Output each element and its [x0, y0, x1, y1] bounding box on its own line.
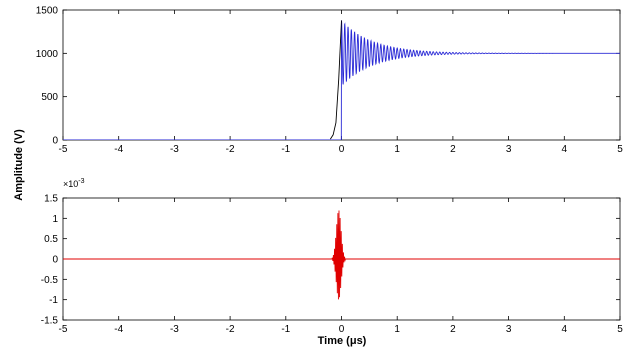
top-x-tick-label: -5: [59, 144, 68, 155]
top-y-tick-label: 500: [41, 92, 58, 103]
bottom-x-tick-label: -1: [281, 324, 290, 335]
top-y-axis-label: Amplitude (V): [13, 129, 25, 201]
bottom-x-tick-label: -3: [170, 324, 179, 335]
top-x-tick-label: 5: [617, 144, 623, 155]
bottom-x-tick-label: 4: [562, 324, 568, 335]
top-x-tick-label: 1: [394, 144, 400, 155]
bottom-series-line-0: [63, 210, 620, 300]
bottom-plot: -5 -4 -3 -2 -1 0 1 2 3 4 5 -1.5 -1 -0.5 0 0.5 1 1.5: [41, 194, 623, 336]
bottom-x-tick-label: 2: [450, 324, 456, 335]
top-x-tick-label: -2: [226, 144, 235, 155]
bottom-y-tick-label: 1.5: [44, 194, 58, 205]
top-y-tick-label: 1000: [36, 49, 59, 60]
bottom-x-tick-label: 0: [339, 324, 345, 335]
top-x-tick-label: 4: [562, 144, 568, 155]
bottom-y-tick-label: -1.5: [41, 316, 59, 327]
top-y-tick-label: 1500: [36, 6, 59, 17]
top-x-tick-label: 3: [506, 144, 512, 155]
top-x-tick-label: -1: [281, 144, 290, 155]
top-x-tick-label: -4: [114, 144, 123, 155]
top-plot: -5 -4 -3 -2 -1 0 1 2 3 4 5 0 500 1000 1500: [36, 6, 623, 156]
bottom-x-tick-label: 1: [394, 324, 400, 335]
top-y-tick-label: 0: [52, 136, 58, 147]
bottom-x-tick-label: -4: [114, 324, 123, 335]
bottom-x-tick-label: 3: [506, 324, 512, 335]
top-x-tick-label: -3: [170, 144, 179, 155]
bottom-y-tick-label: 1: [52, 214, 58, 225]
bottom-x-tick-label: -5: [59, 324, 68, 335]
bottom-x-tick-label: 5: [617, 324, 623, 335]
top-x-tick-label: 0: [339, 144, 345, 155]
bottom-y-scale-label: ×10-3: [63, 178, 85, 189]
bottom-y-tick-label: -1: [49, 295, 58, 306]
top-x-tick-label: 2: [450, 144, 456, 155]
bottom-x-tick-label: -2: [226, 324, 235, 335]
bottom-x-axis-label: Time (μs): [318, 335, 367, 347]
bottom-y-tick-label: 0.5: [44, 234, 58, 245]
bottom-y-tick-label: 0: [52, 255, 58, 266]
bottom-y-tick-label: -0.5: [41, 275, 59, 286]
top-series-line-1: [329, 20, 342, 140]
